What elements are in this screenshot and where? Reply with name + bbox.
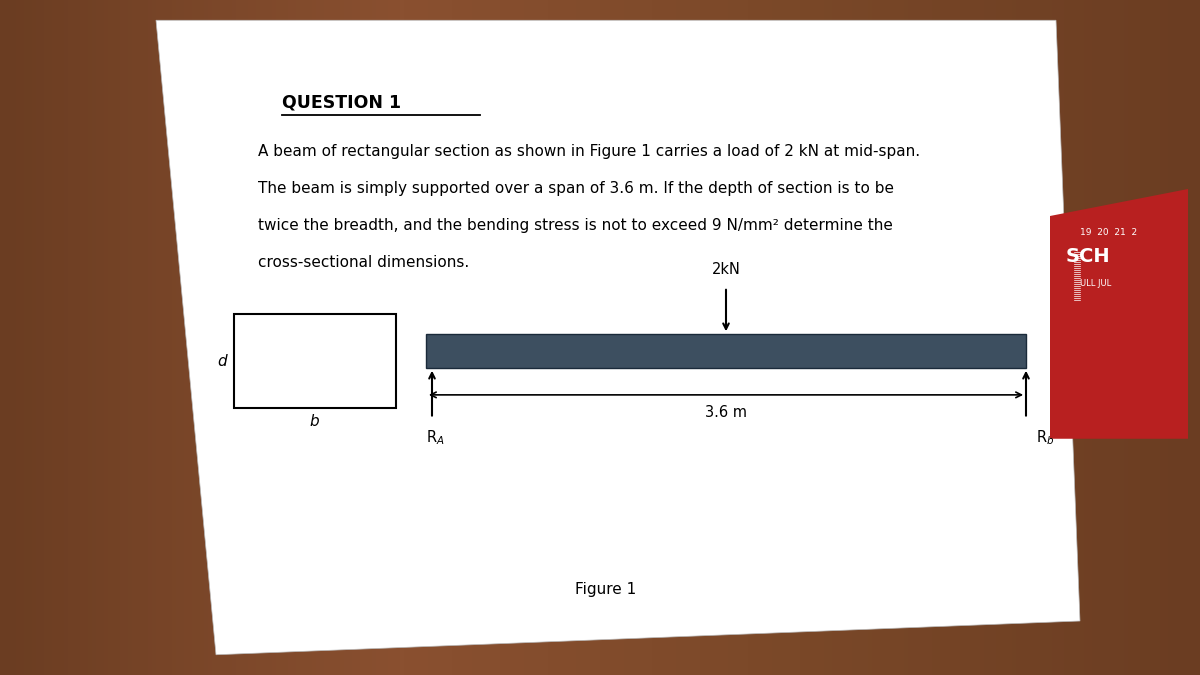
Text: d: d [217,354,227,369]
Polygon shape [426,334,1026,368]
Polygon shape [156,20,1080,655]
Text: R$_A$: R$_A$ [426,429,445,448]
Text: twice the breadth, and the bending stress is not to exceed 9 N/mm² determine the: twice the breadth, and the bending stres… [258,218,893,233]
Text: SCH: SCH [1066,247,1110,266]
Text: b: b [310,414,319,429]
Text: ULL JUL: ULL JUL [1080,279,1111,288]
Text: A beam of rectangular section as shown in Figure 1 carries a load of 2 kN at mid: A beam of rectangular section as shown i… [258,144,920,159]
Text: QUESTION 1: QUESTION 1 [282,93,401,111]
Text: Figure 1: Figure 1 [575,583,637,597]
Text: 19  20  21  2: 19 20 21 2 [1080,228,1138,238]
Text: 2kN: 2kN [712,262,740,277]
Text: cross-sectional dimensions.: cross-sectional dimensions. [258,255,469,270]
Text: 3.6 m: 3.6 m [706,405,746,420]
Text: The beam is simply supported over a span of 3.6 m. If the depth of section is to: The beam is simply supported over a span… [258,181,894,196]
Polygon shape [1050,189,1188,439]
Polygon shape [234,314,396,408]
Text: R$_b$: R$_b$ [1036,429,1054,448]
